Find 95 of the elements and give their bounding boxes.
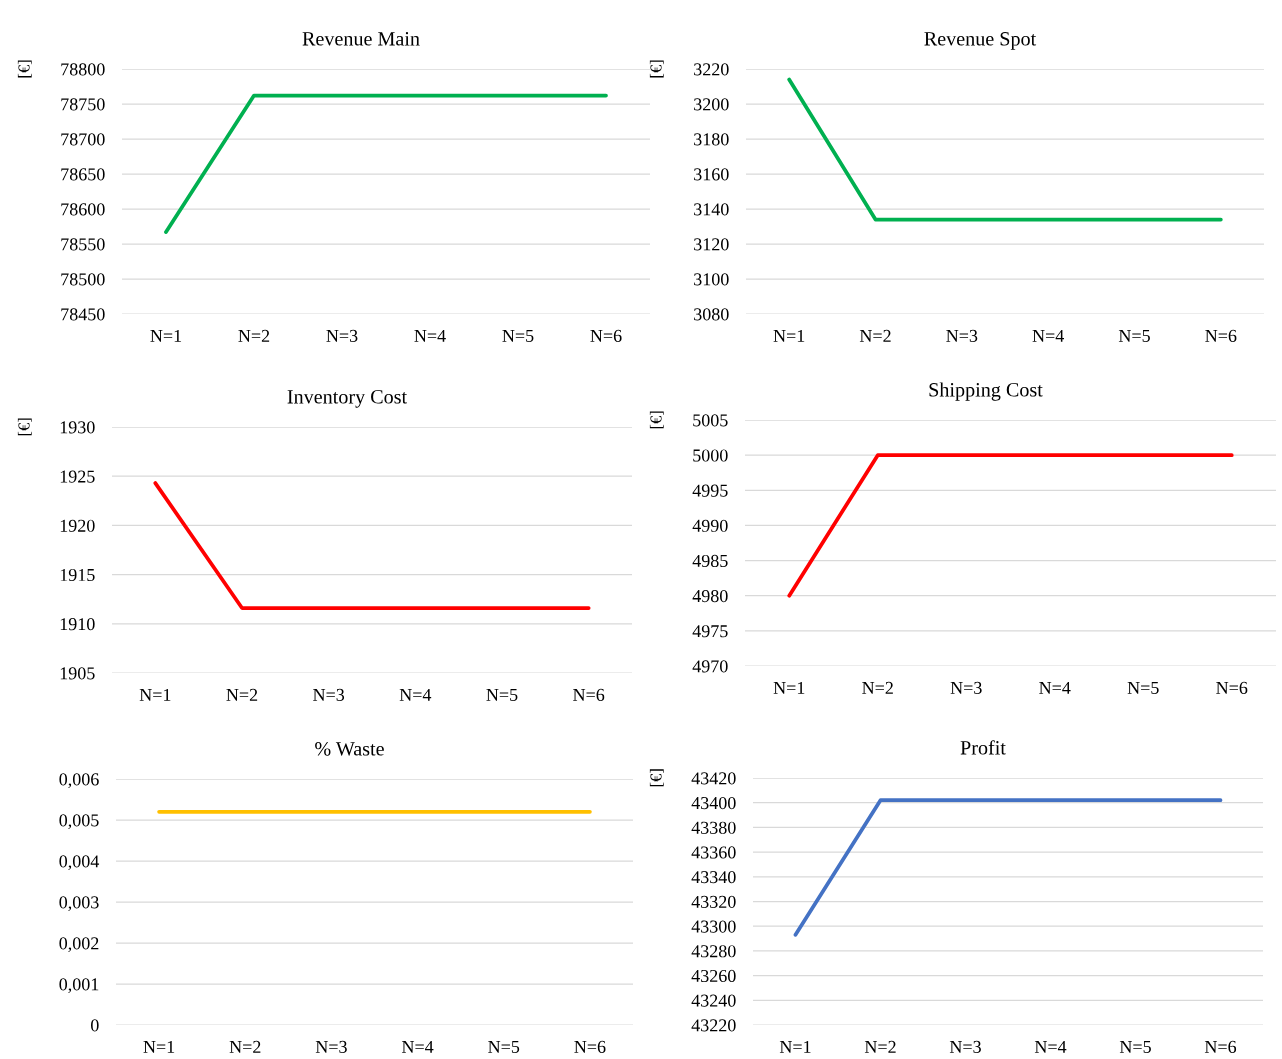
y-tick-label: 4990	[692, 519, 728, 532]
y-axis-title: [€]	[649, 60, 664, 78]
y-tick-label: 78750	[61, 98, 105, 111]
y-tick-label: 78500	[61, 273, 105, 286]
y-tick-label: 43300	[691, 920, 736, 933]
y-tick-label: 43220	[691, 1019, 736, 1032]
y-tick-label: 3080	[694, 308, 729, 321]
x-tick-label: N=4	[414, 329, 446, 342]
y-tick-label: 3140	[694, 203, 729, 216]
y-tick-label: 78700	[61, 133, 105, 146]
x-tick-label: N=2	[238, 329, 270, 342]
y-axis-title: [€]	[649, 411, 664, 429]
y-tick-label: 43260	[691, 969, 736, 983]
x-tick-label: N=3	[949, 1040, 981, 1053]
y-tick-label: 0,003	[59, 896, 99, 912]
x-tick-label: N=2	[864, 1040, 896, 1053]
y-tick-label: 0,005	[59, 814, 99, 830]
y-tick-label: 3100	[694, 273, 729, 286]
x-tick-label: N=2	[229, 1040, 261, 1053]
y-axis-title: [€]	[17, 60, 32, 78]
x-tick-label: N=3	[950, 681, 982, 694]
y-tick-label: 1920	[60, 519, 95, 532]
y-tick-label: 4995	[692, 484, 728, 497]
y-tick-label: 1925	[60, 470, 95, 483]
y-tick-label: 78450	[61, 308, 105, 321]
y-tick-label: 4970	[692, 660, 728, 673]
x-tick-label: N=3	[946, 329, 978, 342]
y-tick-label: 43240	[691, 994, 736, 1007]
x-tick-label: N=6	[574, 1040, 606, 1053]
x-tick-label: N=1	[150, 329, 182, 342]
chart-title: Inventory Cost	[287, 390, 408, 408]
x-tick-label: N=5	[1118, 329, 1150, 342]
y-tick-label: 43420	[691, 772, 736, 785]
x-tick-label: N=3	[326, 329, 358, 342]
x-tick-label: N=1	[139, 688, 171, 701]
x-tick-label: N=5	[1127, 681, 1159, 694]
x-tick-label: N=4	[399, 688, 432, 701]
x-tick-label: N=2	[862, 681, 893, 694]
chart-title: % Waste	[315, 742, 384, 756]
y-tick-label: 0,002	[59, 937, 99, 953]
y-axis-title: [€]	[17, 418, 32, 436]
x-tick-label: N=4	[1034, 1040, 1067, 1053]
y-tick-label: 43340	[691, 871, 736, 884]
y-tick-label: 3120	[694, 238, 729, 251]
x-tick-label: N=5	[1119, 1040, 1151, 1053]
x-tick-label: N=2	[226, 688, 258, 701]
x-tick-label: N=4	[401, 1040, 434, 1053]
x-tick-label: N=2	[859, 329, 891, 342]
y-tick-label: 78800	[61, 63, 105, 76]
x-tick-label: N=1	[143, 1040, 175, 1053]
x-tick-label: N=3	[313, 688, 345, 701]
chart-title: Revenue Spot	[924, 32, 1037, 50]
y-tick-label: 1915	[60, 568, 95, 582]
chart-title: Shipping Cost	[929, 382, 1043, 401]
x-tick-label: N=6	[1205, 329, 1237, 342]
y-tick-label: 4985	[692, 554, 728, 568]
y-tick-label: 43280	[691, 945, 736, 958]
chart-title: Profit	[960, 740, 1006, 755]
y-tick-label: 3180	[694, 133, 729, 146]
x-tick-label: N=5	[502, 329, 534, 342]
x-tick-label: N=6	[1216, 681, 1248, 694]
y-tick-label: 43360	[691, 846, 736, 859]
y-tick-label: 43400	[691, 796, 736, 810]
y-tick-label: 0	[90, 1019, 99, 1032]
x-tick-label: N=1	[779, 1040, 811, 1053]
y-axis-title: [€]	[649, 769, 664, 787]
x-tick-label: N=1	[773, 681, 805, 694]
x-tick-label: N=1	[773, 329, 805, 342]
x-tick-label: N=5	[486, 688, 518, 701]
x-tick-label: N=5	[488, 1040, 520, 1053]
x-tick-label: N=6	[1204, 1040, 1237, 1053]
y-tick-label: 3220	[694, 63, 729, 76]
x-tick-label: N=3	[315, 1040, 347, 1053]
y-tick-label: 78600	[61, 203, 105, 216]
y-tick-label: 0,006	[59, 773, 99, 789]
x-tick-label: N=4	[1032, 329, 1065, 342]
chart-title: Revenue Main	[302, 32, 420, 46]
y-tick-label: 3160	[694, 168, 729, 181]
y-tick-label: 43380	[691, 821, 736, 834]
y-tick-label: 1910	[60, 618, 95, 631]
y-tick-label: 5000	[693, 449, 728, 462]
y-tick-label: 5005	[693, 414, 728, 427]
y-tick-label: 78550	[61, 238, 105, 251]
y-tick-label: 0,001	[59, 978, 99, 994]
x-tick-label: N=4	[1039, 681, 1071, 694]
y-tick-label: 0,004	[59, 855, 100, 871]
y-tick-label: 1905	[60, 667, 95, 680]
x-tick-label: N=6	[573, 688, 605, 701]
y-tick-label: 4975	[692, 625, 728, 638]
y-tick-label: 3200	[694, 98, 729, 111]
y-tick-label: 43320	[691, 895, 736, 908]
x-tick-label: N=6	[590, 329, 622, 342]
y-tick-label: 4980	[692, 589, 728, 603]
y-tick-label: 78650	[61, 168, 105, 181]
y-tick-label: 1930	[60, 421, 95, 434]
